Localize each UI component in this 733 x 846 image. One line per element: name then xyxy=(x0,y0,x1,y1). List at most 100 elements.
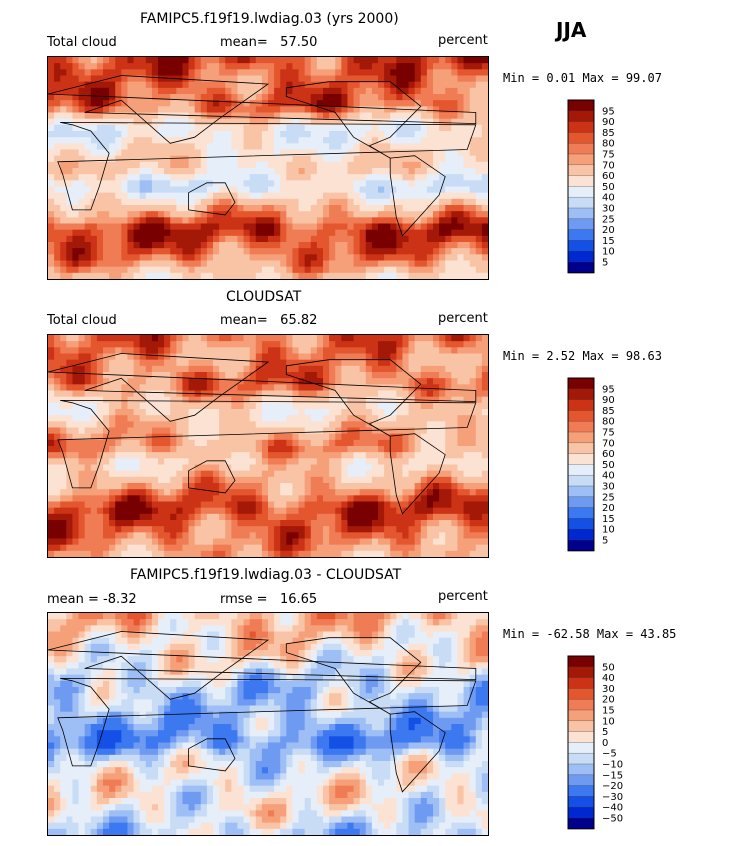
map-2-cell xyxy=(261,526,269,533)
map-2-cell xyxy=(90,378,98,385)
map-2-cell xyxy=(170,372,177,379)
map-1-cell xyxy=(347,254,354,261)
map-1-cell xyxy=(194,106,202,113)
map-2-cell xyxy=(139,464,147,472)
map-1-cell xyxy=(182,143,189,150)
map-2-cell xyxy=(219,409,226,416)
map-1-cell xyxy=(451,266,458,274)
colorbar-1-swatch xyxy=(568,251,594,263)
map-2-cell xyxy=(213,372,220,379)
map-1-cell xyxy=(90,124,98,132)
map-1-cell xyxy=(347,106,354,113)
map-2-cell xyxy=(78,353,86,361)
map-2-cell xyxy=(481,402,488,410)
map-1-cell xyxy=(310,112,318,120)
map-1-cell xyxy=(127,75,134,83)
map-2-cell xyxy=(255,470,263,478)
map-2-cell xyxy=(292,532,299,539)
map-1-cell xyxy=(109,205,116,212)
map-1-cell xyxy=(60,192,67,200)
map-2-cell xyxy=(176,390,183,398)
map-1-cell xyxy=(96,161,104,169)
map-1-cell xyxy=(433,69,440,76)
map-1-cell xyxy=(54,161,61,169)
map-1-cell xyxy=(359,174,367,181)
map-2-cell xyxy=(182,483,189,490)
map-1-cell xyxy=(206,266,214,274)
map-2-cell xyxy=(384,433,391,441)
map-2-cell xyxy=(310,433,318,441)
map-1-cell xyxy=(243,131,251,138)
map-1-cell xyxy=(451,248,458,255)
map-2-cell xyxy=(84,421,92,428)
map-2-cell xyxy=(286,526,293,533)
map-1-cell xyxy=(194,205,202,212)
map-1-cell xyxy=(280,57,287,64)
map-1-cell xyxy=(268,198,275,206)
map-2-cell xyxy=(341,452,348,459)
map-1-cell xyxy=(66,87,73,95)
map-1-cell xyxy=(194,161,202,169)
map-1-cell xyxy=(66,94,73,101)
map-1-cell xyxy=(280,272,287,279)
map-1-cell xyxy=(396,229,403,237)
map-2-cell xyxy=(475,470,483,478)
map-1-cell xyxy=(359,272,367,279)
map-2-cell xyxy=(475,439,483,447)
map-1-cell xyxy=(84,235,92,243)
map-2-cell xyxy=(96,372,104,379)
map-2-cell xyxy=(213,489,220,496)
map-1-cell xyxy=(188,229,196,237)
map-2-cell xyxy=(133,335,141,342)
map-2-cell xyxy=(469,365,477,373)
map-1-cell xyxy=(133,192,141,200)
map-2-cell xyxy=(103,384,110,391)
map-1-cell xyxy=(268,223,275,231)
map-2-cell xyxy=(164,396,171,404)
map-2-cell xyxy=(261,458,269,465)
map-2-cell xyxy=(426,433,434,441)
map-2-cell xyxy=(420,384,428,391)
map-1-cell xyxy=(457,186,464,194)
map-2-cell xyxy=(402,464,409,472)
map-2-cell xyxy=(158,390,165,398)
map-1-cell xyxy=(219,137,226,144)
map-1-cell xyxy=(426,75,434,83)
map-1-cell xyxy=(414,161,422,169)
map-2-cell xyxy=(347,372,354,379)
map-2-cell xyxy=(420,365,428,373)
map-1-cell xyxy=(48,217,55,224)
map-1-cell xyxy=(151,118,159,126)
map-1-cell xyxy=(164,205,171,212)
map-1-cell xyxy=(396,149,403,157)
map-2-cell xyxy=(84,452,92,459)
map-1-cell xyxy=(243,248,251,255)
map-2-cell xyxy=(145,470,153,478)
map-1-cell xyxy=(420,242,428,249)
map-2-cell xyxy=(72,365,79,373)
map-2-cell xyxy=(200,427,208,435)
map-2-cell xyxy=(378,501,385,509)
map-2-cell xyxy=(310,359,318,367)
map-2-cell xyxy=(457,507,464,515)
map-1-cell xyxy=(237,81,244,89)
map-1-cell xyxy=(384,174,391,181)
map-1-cell xyxy=(280,235,287,243)
map-2-cell xyxy=(182,470,189,478)
map-2-cell xyxy=(481,470,488,478)
map-1-cell xyxy=(243,242,251,249)
map-1-cell xyxy=(335,87,342,95)
map-2-cell xyxy=(54,433,61,441)
map-1-cell xyxy=(396,198,403,206)
map-2-cell xyxy=(353,359,361,367)
map-1-cell xyxy=(445,248,452,255)
map-1-cell xyxy=(60,272,67,279)
map-2-cell xyxy=(158,421,165,428)
map-1-cell xyxy=(268,137,275,144)
map-2-cell xyxy=(286,483,293,490)
map-2-cell xyxy=(139,513,147,521)
map-1-cell xyxy=(286,137,293,144)
map-2-cell xyxy=(176,532,183,539)
map-2-cell xyxy=(158,365,165,373)
map-2-cell xyxy=(60,372,67,379)
